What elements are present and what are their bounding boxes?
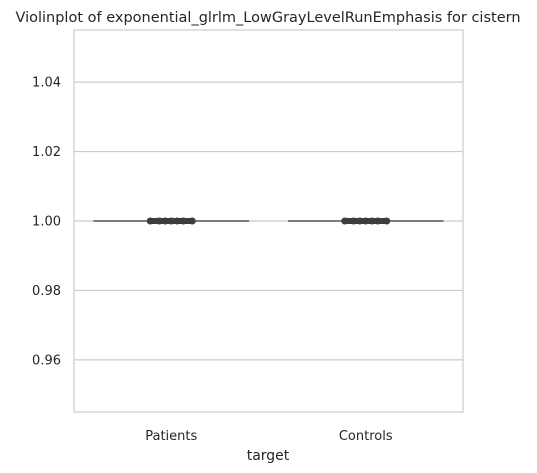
data-point	[383, 217, 391, 225]
x-axis-label: target	[247, 448, 290, 464]
plot-frame	[73, 29, 464, 413]
chart-title: Violinplot of exponential_glrlm_LowGrayL…	[15, 10, 520, 26]
data-point	[161, 217, 169, 225]
y-tick-labels: 0.96 0.98 1.00 1.02 1.04	[32, 76, 61, 369]
y-tick-label: 1.04	[32, 76, 61, 91]
x-tick-label: Controls	[339, 429, 393, 444]
y-tick-label: 0.98	[32, 284, 61, 299]
data-point	[341, 217, 349, 225]
data-point	[374, 217, 382, 225]
violin-marks	[93, 217, 444, 225]
data-point	[167, 217, 175, 225]
data-point	[173, 217, 181, 225]
x-tick-label: Patients	[145, 429, 197, 444]
x-tick-labels: Patients Controls	[145, 429, 393, 444]
data-point	[179, 217, 187, 225]
data-point	[146, 217, 154, 225]
y-tick-label: 1.02	[32, 145, 61, 160]
data-point	[350, 217, 358, 225]
y-tick-label: 0.96	[32, 353, 61, 368]
data-point	[188, 217, 196, 225]
data-point	[362, 217, 370, 225]
y-tick-label: 1.00	[32, 215, 61, 230]
data-point	[155, 217, 163, 225]
data-point	[368, 217, 376, 225]
data-point	[356, 217, 364, 225]
